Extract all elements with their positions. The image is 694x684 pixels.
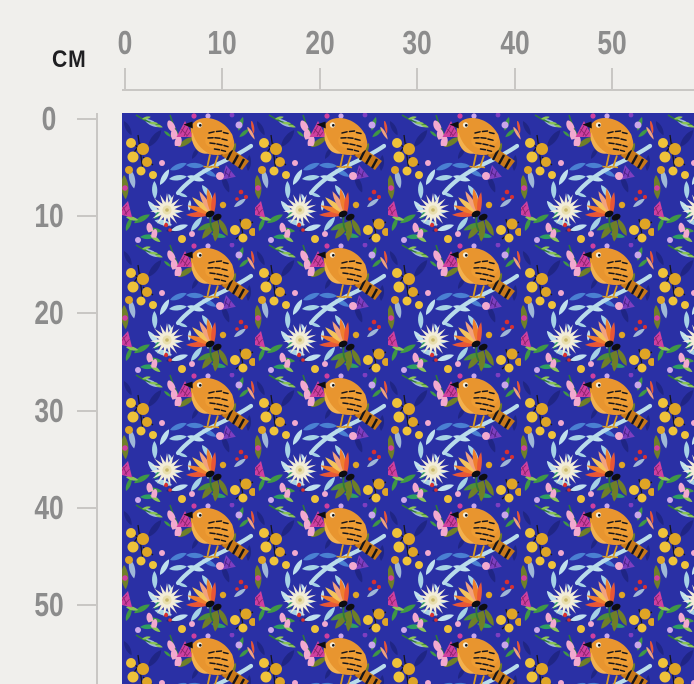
ruler-top-label: 10	[207, 24, 237, 61]
ruler-tick	[77, 507, 97, 509]
ruler-top-label: 20	[305, 24, 335, 61]
ruler-left-label: 0	[41, 100, 57, 137]
ruler-top-label: 50	[597, 24, 627, 61]
ruler-tick	[416, 68, 418, 90]
ruler-top-label: 30	[402, 24, 432, 61]
ruler-tick	[77, 118, 97, 120]
ruler-tick	[221, 68, 223, 90]
ruler-tick	[319, 68, 321, 90]
ruler-line-horizontal	[122, 89, 694, 91]
ruler-tick	[77, 604, 97, 606]
ruler-tick	[77, 410, 97, 412]
ruler-top-label: 0	[117, 24, 133, 61]
ruler-left-label: 40	[34, 489, 64, 526]
ruler-left-label: 30	[34, 392, 64, 429]
ruler-line-vertical	[96, 113, 98, 684]
ruler-tick	[124, 68, 126, 90]
ruler-tick	[514, 68, 516, 90]
ruler-unit-label: CM	[52, 46, 87, 73]
ruler-tick	[77, 312, 97, 314]
ruler-left-label: 10	[34, 197, 64, 234]
fabric-pattern-preview[interactable]	[122, 113, 694, 684]
ruler-left-label: 20	[34, 294, 64, 331]
ruler-left-label: 50	[34, 586, 64, 623]
ruler-tick	[611, 68, 613, 90]
ruler-top-label: 40	[500, 24, 530, 61]
ruler-tick	[77, 215, 97, 217]
